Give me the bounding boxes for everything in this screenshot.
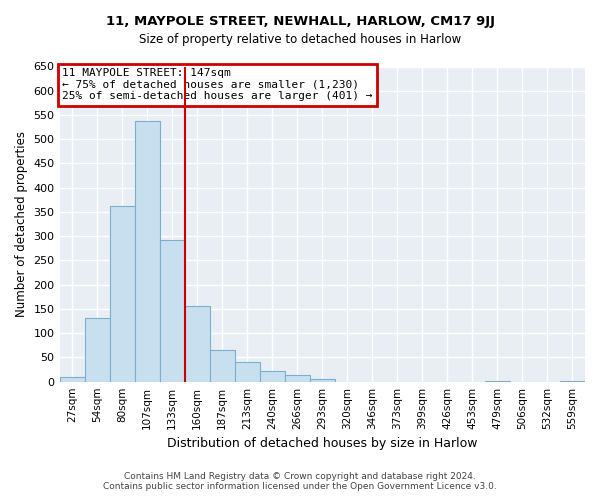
Bar: [59, 377, 85, 382]
Bar: [160, 240, 185, 382]
Bar: [260, 371, 285, 382]
Bar: [285, 375, 310, 382]
Bar: [310, 379, 335, 382]
Bar: [110, 206, 134, 382]
Bar: [209, 350, 235, 382]
Bar: [235, 362, 260, 382]
Bar: [185, 306, 209, 382]
Y-axis label: Number of detached properties: Number of detached properties: [15, 131, 28, 317]
Bar: [134, 122, 160, 382]
Text: 11, MAYPOLE STREET, NEWHALL, HARLOW, CM17 9JJ: 11, MAYPOLE STREET, NEWHALL, HARLOW, CM1…: [106, 15, 494, 28]
Bar: [485, 380, 510, 382]
X-axis label: Distribution of detached houses by size in Harlow: Distribution of detached houses by size …: [167, 437, 478, 450]
Text: Size of property relative to detached houses in Harlow: Size of property relative to detached ho…: [139, 32, 461, 46]
Text: 11 MAYPOLE STREET: 147sqm
← 75% of detached houses are smaller (1,230)
25% of se: 11 MAYPOLE STREET: 147sqm ← 75% of detac…: [62, 68, 373, 102]
Bar: [85, 318, 110, 382]
Bar: [560, 380, 585, 382]
Text: Contains HM Land Registry data © Crown copyright and database right 2024.
Contai: Contains HM Land Registry data © Crown c…: [103, 472, 497, 491]
